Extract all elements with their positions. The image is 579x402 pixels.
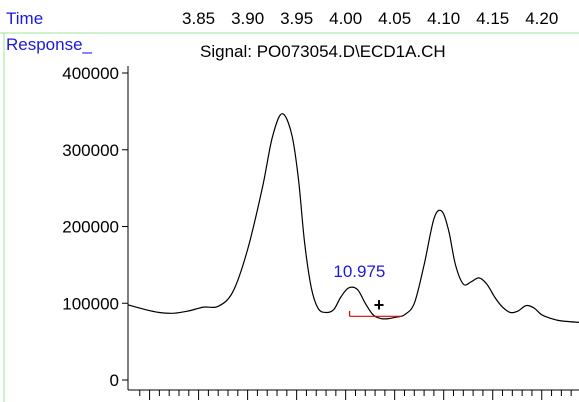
time-tick-label: 4.20	[525, 9, 558, 28]
time-tick-label: 4.10	[427, 9, 460, 28]
time-tick-label: 4.15	[476, 9, 509, 28]
time-label: Time	[6, 9, 43, 28]
peak-annotations: 10.975 +	[333, 262, 385, 315]
y-tick-label: 100000	[62, 294, 119, 313]
signal-title: Signal: PO073054.D\ECD1A.CH	[200, 42, 446, 61]
y-axis: 0 100000 200000 300000 400000	[62, 64, 129, 390]
x-axis	[128, 389, 579, 400]
y-tick-label: 300000	[62, 141, 119, 160]
time-tick-label: 4.05	[378, 9, 411, 28]
peak-retention-label: 10.975	[333, 262, 385, 281]
time-tick-label: 4.00	[329, 9, 362, 28]
y-tick-label: 200000	[62, 218, 119, 237]
peak-apex-marker: +	[374, 295, 385, 315]
y-tick-label: 400000	[62, 64, 119, 83]
time-tick-label: 3.90	[231, 9, 264, 28]
response-label: Response_	[6, 35, 93, 54]
y-tick-label: 0	[110, 371, 119, 390]
signal-trace-line	[127, 113, 579, 323]
time-tick-label: 3.85	[182, 9, 215, 28]
time-tick-label: 3.95	[280, 9, 313, 28]
signal-trace-group	[127, 113, 579, 323]
time-tick-labels: 3.85 3.90 3.95 4.00 4.05 4.10 4.15 4.20	[182, 9, 558, 28]
